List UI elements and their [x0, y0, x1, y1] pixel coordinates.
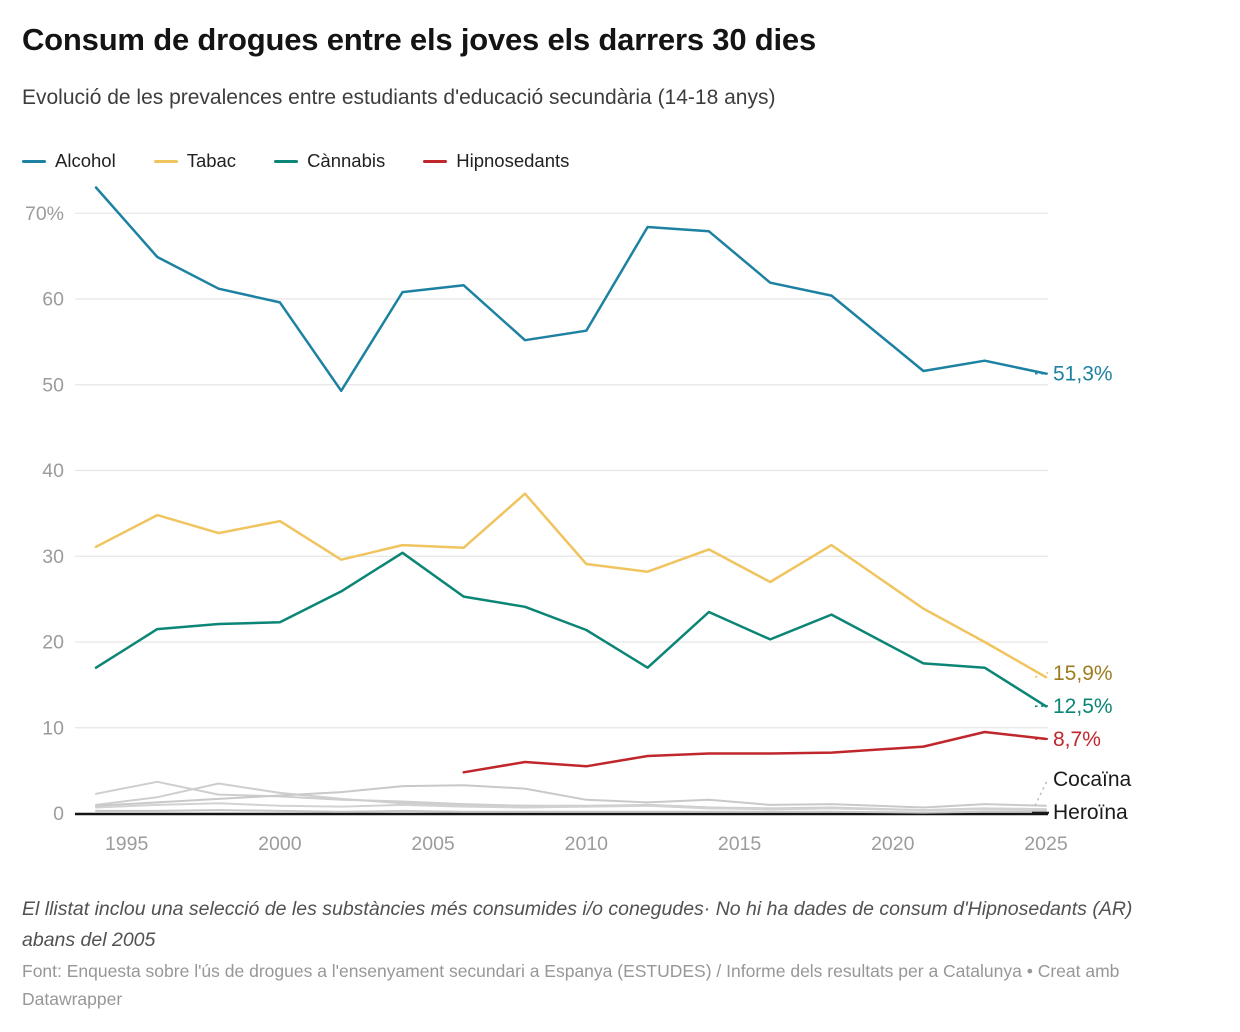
page-title: Consum de drogues entre els joves els da…: [22, 22, 817, 57]
y-tick-label: 20: [42, 632, 64, 654]
chart-source: Font: Enquesta sobre l'ús de drogues a l…: [22, 961, 1120, 1009]
legend-item-tabac: Tabac: [153, 150, 237, 172]
x-tick-label: 2015: [718, 833, 762, 855]
x-tick-label: 2005: [411, 833, 455, 855]
legend-swatch-icon: [423, 159, 448, 163]
x-tick-label: 2020: [871, 833, 915, 855]
end-label-alcohol: 51,3%: [1053, 363, 1113, 386]
line-gris-3: [95, 802, 1047, 812]
legend-label: Hipnosedants: [456, 150, 570, 171]
legend-swatch-icon: [153, 159, 178, 163]
x-tick-label: 2010: [565, 833, 609, 855]
y-tick-label: 70%: [25, 203, 64, 225]
chart-legend: Alcohol Tabac Cànnabis Hipnosedants: [22, 150, 569, 172]
line-hipnosedants: [462, 730, 1048, 774]
end-label-tabac: 15,9%: [1053, 662, 1113, 685]
y-tick-label: 50: [42, 374, 64, 396]
y-tick-label: 60: [42, 289, 64, 311]
chart-note: El llistat inclou una selecció de les su…: [22, 898, 1133, 951]
page-subtitle: Evolució de les prevalences entre estudi…: [22, 86, 776, 109]
y-tick-label: 0: [53, 803, 64, 825]
leader-line-tabac: [1034, 672, 1049, 678]
y-tick-label: 40: [42, 460, 64, 482]
line-tabac: [94, 492, 1048, 679]
end-label-heroina: Heroïna: [1053, 801, 1128, 824]
legend-item-cannabis: Cànnabis: [274, 150, 385, 172]
end-label-cannabis: 12,5%: [1053, 695, 1113, 718]
legend-label: Alcohol: [55, 150, 116, 171]
y-tick-label: 10: [42, 717, 64, 739]
legend-swatch-icon: [274, 159, 299, 163]
x-tick-label: 2000: [258, 833, 302, 855]
legend-swatch-icon: [22, 159, 46, 163]
line-cannabis: [94, 551, 1048, 708]
legend-item-hipnosedants: Hipnosedants: [423, 150, 569, 172]
line-heroina: [95, 809, 1047, 814]
line-chart-svg: 0 10 20 30 40 50 60 70% 1995 2000 2005 2010 2015 2020…: [25, 186, 1132, 855]
y-tick-label: 30: [42, 546, 64, 568]
legend-item-alcohol: Alcohol: [22, 150, 116, 172]
line-alcohol: [94, 186, 1048, 393]
end-label-cocaina: Cocaïna: [1053, 768, 1132, 791]
x-tick-label: 1995: [105, 833, 149, 855]
line-cocaina: [95, 784, 1047, 809]
leader-line-cocaina: [1034, 778, 1049, 807]
legend-label: Tabac: [186, 150, 237, 171]
line-chart: 0 10 20 30 40 50 60 70% 1995 2000 2005 2010 2015 2020…: [25, 186, 1132, 855]
legend-label: Cànnabis: [307, 150, 386, 171]
end-label-hipnosedants: 8,7%: [1053, 728, 1101, 751]
x-tick-label: 2025: [1024, 833, 1068, 855]
